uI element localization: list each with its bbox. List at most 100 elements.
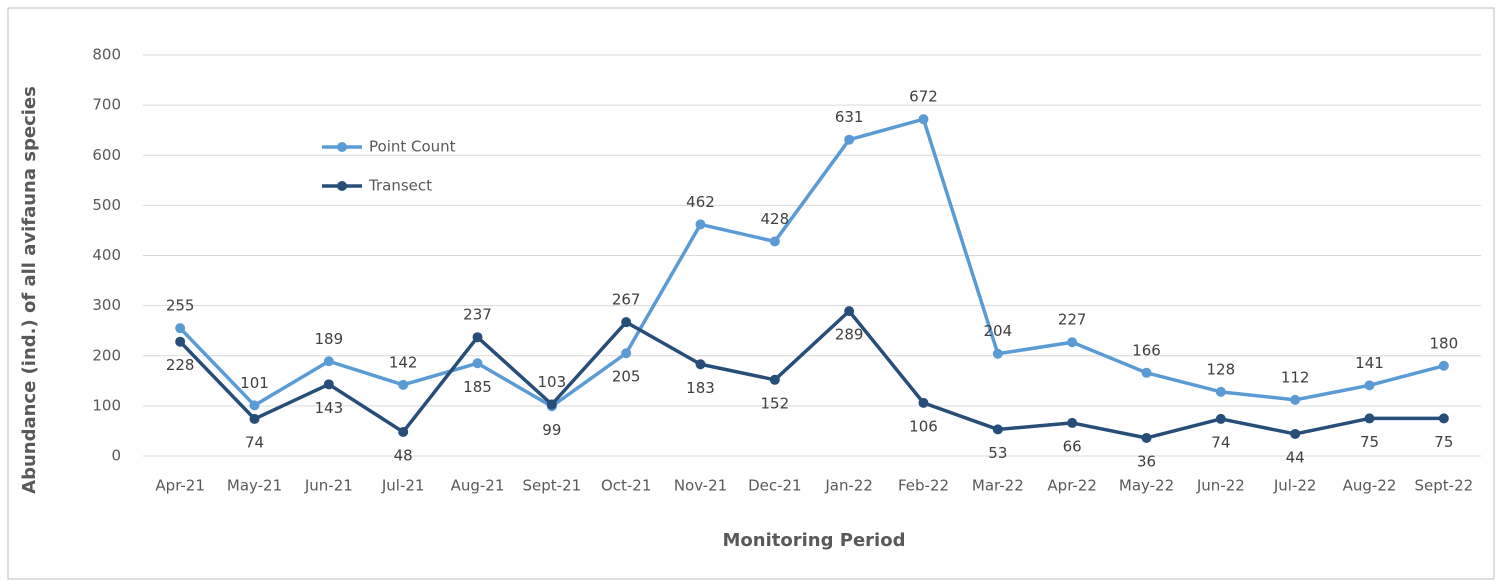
data-label: 205 <box>612 368 641 386</box>
x-tick-label: Jun-22 <box>1196 477 1245 495</box>
series-line <box>178 309 1444 440</box>
marker <box>769 236 780 247</box>
x-tick-label: Aug-22 <box>1343 477 1397 495</box>
marker <box>175 323 186 334</box>
data-label: 103 <box>538 373 567 391</box>
marker <box>1438 360 1449 371</box>
data-label: 267 <box>612 291 641 309</box>
marker <box>844 134 855 145</box>
marker <box>323 379 334 390</box>
data-label: 189 <box>315 330 344 348</box>
x-tick-label: Nov-21 <box>674 477 727 495</box>
x-tick-label: Dec-21 <box>748 477 802 495</box>
legend-marker <box>337 181 347 191</box>
data-label: 428 <box>761 210 790 228</box>
data-label: 128 <box>1207 360 1236 378</box>
marker <box>175 336 186 347</box>
data-label: 183 <box>686 379 715 397</box>
marker <box>1290 428 1301 439</box>
marker <box>621 317 632 328</box>
marker <box>1215 413 1226 424</box>
y-axis-title: Abundance (ind.) of all avifauna species <box>19 86 40 494</box>
legend-label: Point Count <box>369 138 456 156</box>
data-label: 143 <box>315 399 344 417</box>
data-label: 74 <box>245 433 264 451</box>
marker <box>769 374 780 385</box>
x-tick-label: Sept-21 <box>523 477 582 495</box>
data-label: 48 <box>394 446 413 464</box>
x-tick-label: Mar-22 <box>972 477 1024 495</box>
y-tick-label: 600 <box>92 146 121 164</box>
legend-marker <box>337 142 347 152</box>
marker <box>1067 417 1078 428</box>
marker <box>1067 337 1078 348</box>
marker <box>1141 367 1152 378</box>
data-label: 152 <box>761 394 790 412</box>
x-tick-label: Apr-22 <box>1047 477 1097 495</box>
data-label: 672 <box>909 88 938 106</box>
data-label: 227 <box>1058 311 1087 329</box>
data-label: 36 <box>1137 452 1156 470</box>
x-axis-title: Monitoring Period <box>723 530 906 551</box>
marker <box>472 358 483 369</box>
y-tick-label: 500 <box>92 196 121 214</box>
y-tick-label: 300 <box>92 296 121 314</box>
marker <box>249 400 260 411</box>
marker <box>1141 432 1152 443</box>
x-tick-label: Oct-21 <box>601 477 651 495</box>
y-tick-label: 800 <box>92 46 121 64</box>
data-label: 204 <box>984 322 1013 340</box>
marker <box>695 219 706 230</box>
data-label: 99 <box>542 421 561 439</box>
x-tick-label: Jan-22 <box>824 477 873 495</box>
x-tick-label: May-22 <box>1119 477 1174 495</box>
y-tick-label: 400 <box>92 246 121 264</box>
y-tick-label: 100 <box>92 396 121 414</box>
data-label: 112 <box>1281 368 1310 386</box>
marker <box>398 426 409 437</box>
data-label: 101 <box>240 374 269 392</box>
legend-label: Transect <box>368 177 432 195</box>
x-tick-label: Sept-22 <box>1415 477 1474 495</box>
marker <box>1364 413 1375 424</box>
data-label: 106 <box>909 417 938 435</box>
chart-frame <box>7 7 1495 580</box>
data-label: 66 <box>1063 437 1082 455</box>
data-label: 53 <box>988 444 1007 462</box>
data-label: 185 <box>463 378 492 396</box>
marker <box>472 332 483 343</box>
y-tick-label: 0 <box>111 447 121 465</box>
data-label: 44 <box>1286 448 1305 466</box>
x-tick-label: Apr-21 <box>155 477 205 495</box>
y-tick-label: 700 <box>92 96 121 114</box>
data-label: 75 <box>1434 433 1453 451</box>
data-label: 289 <box>835 326 864 344</box>
data-label: 74 <box>1211 433 1230 451</box>
data-label: 180 <box>1430 334 1459 352</box>
marker <box>695 359 706 370</box>
marker <box>1364 380 1375 391</box>
marker <box>844 306 855 317</box>
marker <box>992 424 1003 435</box>
data-label: 75 <box>1360 433 1379 451</box>
data-label: 255 <box>166 297 195 315</box>
x-tick-label: Feb-22 <box>898 477 949 495</box>
x-tick-label: Jul-22 <box>1273 477 1317 495</box>
data-label: 228 <box>166 356 195 374</box>
data-label: 141 <box>1355 354 1384 372</box>
data-label: 237 <box>463 306 492 324</box>
x-tick-label: Aug-21 <box>451 477 505 495</box>
marker <box>918 114 929 125</box>
x-tick-label: May-21 <box>227 477 282 495</box>
marker <box>249 413 260 424</box>
marker <box>546 399 557 410</box>
x-tick-label: Jun-21 <box>304 477 353 495</box>
data-label: 142 <box>389 353 418 371</box>
marker <box>1438 413 1449 424</box>
marker <box>398 379 409 390</box>
series-line <box>178 117 1445 409</box>
data-label: 166 <box>1132 341 1161 359</box>
data-label: 462 <box>686 193 715 211</box>
marker <box>918 397 929 408</box>
